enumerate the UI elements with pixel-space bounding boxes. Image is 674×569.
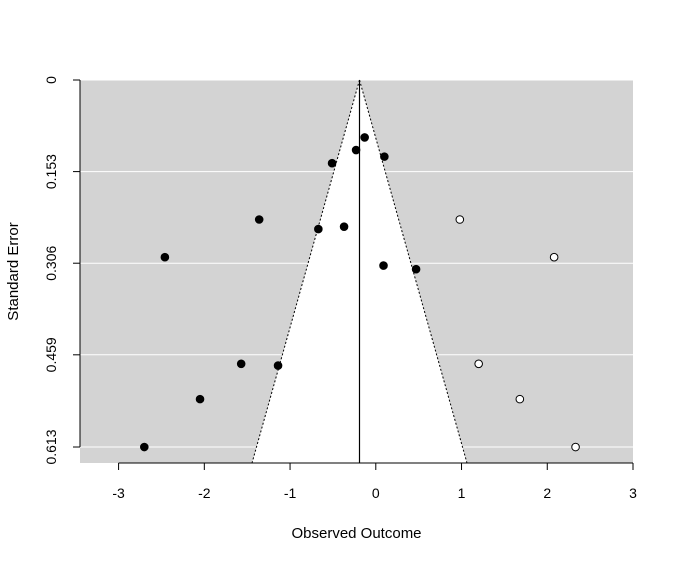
data-point-imputed bbox=[455, 215, 465, 224]
y-tick-label: 0.613 bbox=[43, 429, 59, 464]
y-tick-label: 0.153 bbox=[43, 154, 59, 189]
x-axis-label: Observed Outcome bbox=[291, 525, 421, 542]
data-point-observed bbox=[380, 152, 389, 161]
data-point-observed bbox=[160, 252, 170, 262]
y-tick-label: 0.459 bbox=[43, 337, 59, 372]
x-axis: -3 -2 -1 0 1 2 3 bbox=[112, 462, 637, 501]
data-point-observed bbox=[314, 224, 323, 234]
x-tick-label: 1 bbox=[458, 485, 466, 501]
data-point-observed bbox=[379, 261, 388, 270]
data-point-observed bbox=[351, 145, 361, 155]
y-axis: 0 0.153 0.306 0.459 0.613 bbox=[43, 76, 81, 465]
x-tick-label: -1 bbox=[284, 485, 297, 501]
data-point-observed bbox=[140, 442, 149, 452]
x-tick-label: 0 bbox=[372, 485, 380, 501]
x-tick-label: 2 bbox=[543, 485, 551, 501]
data-points bbox=[140, 133, 580, 452]
data-point-observed bbox=[411, 264, 421, 274]
y-tick-label: 0.306 bbox=[43, 245, 59, 280]
x-tick-label: 3 bbox=[629, 485, 637, 501]
data-point-observed bbox=[273, 361, 283, 370]
data-point-imputed bbox=[571, 442, 580, 452]
data-point-observed bbox=[254, 215, 264, 224]
data-point-observed bbox=[339, 222, 349, 231]
x-tick-label: -2 bbox=[198, 485, 211, 501]
data-point-observed bbox=[236, 359, 246, 369]
data-point-observed bbox=[327, 158, 337, 168]
data-point-imputed bbox=[549, 252, 559, 262]
data-point-observed bbox=[360, 133, 369, 142]
y-tick-label: 0 bbox=[43, 76, 59, 84]
data-point-imputed bbox=[474, 359, 483, 369]
y-axis-label: Standard Error bbox=[5, 222, 22, 320]
data-point-imputed bbox=[515, 394, 525, 404]
data-point-observed bbox=[195, 394, 205, 404]
x-tick-label: -3 bbox=[112, 485, 125, 501]
